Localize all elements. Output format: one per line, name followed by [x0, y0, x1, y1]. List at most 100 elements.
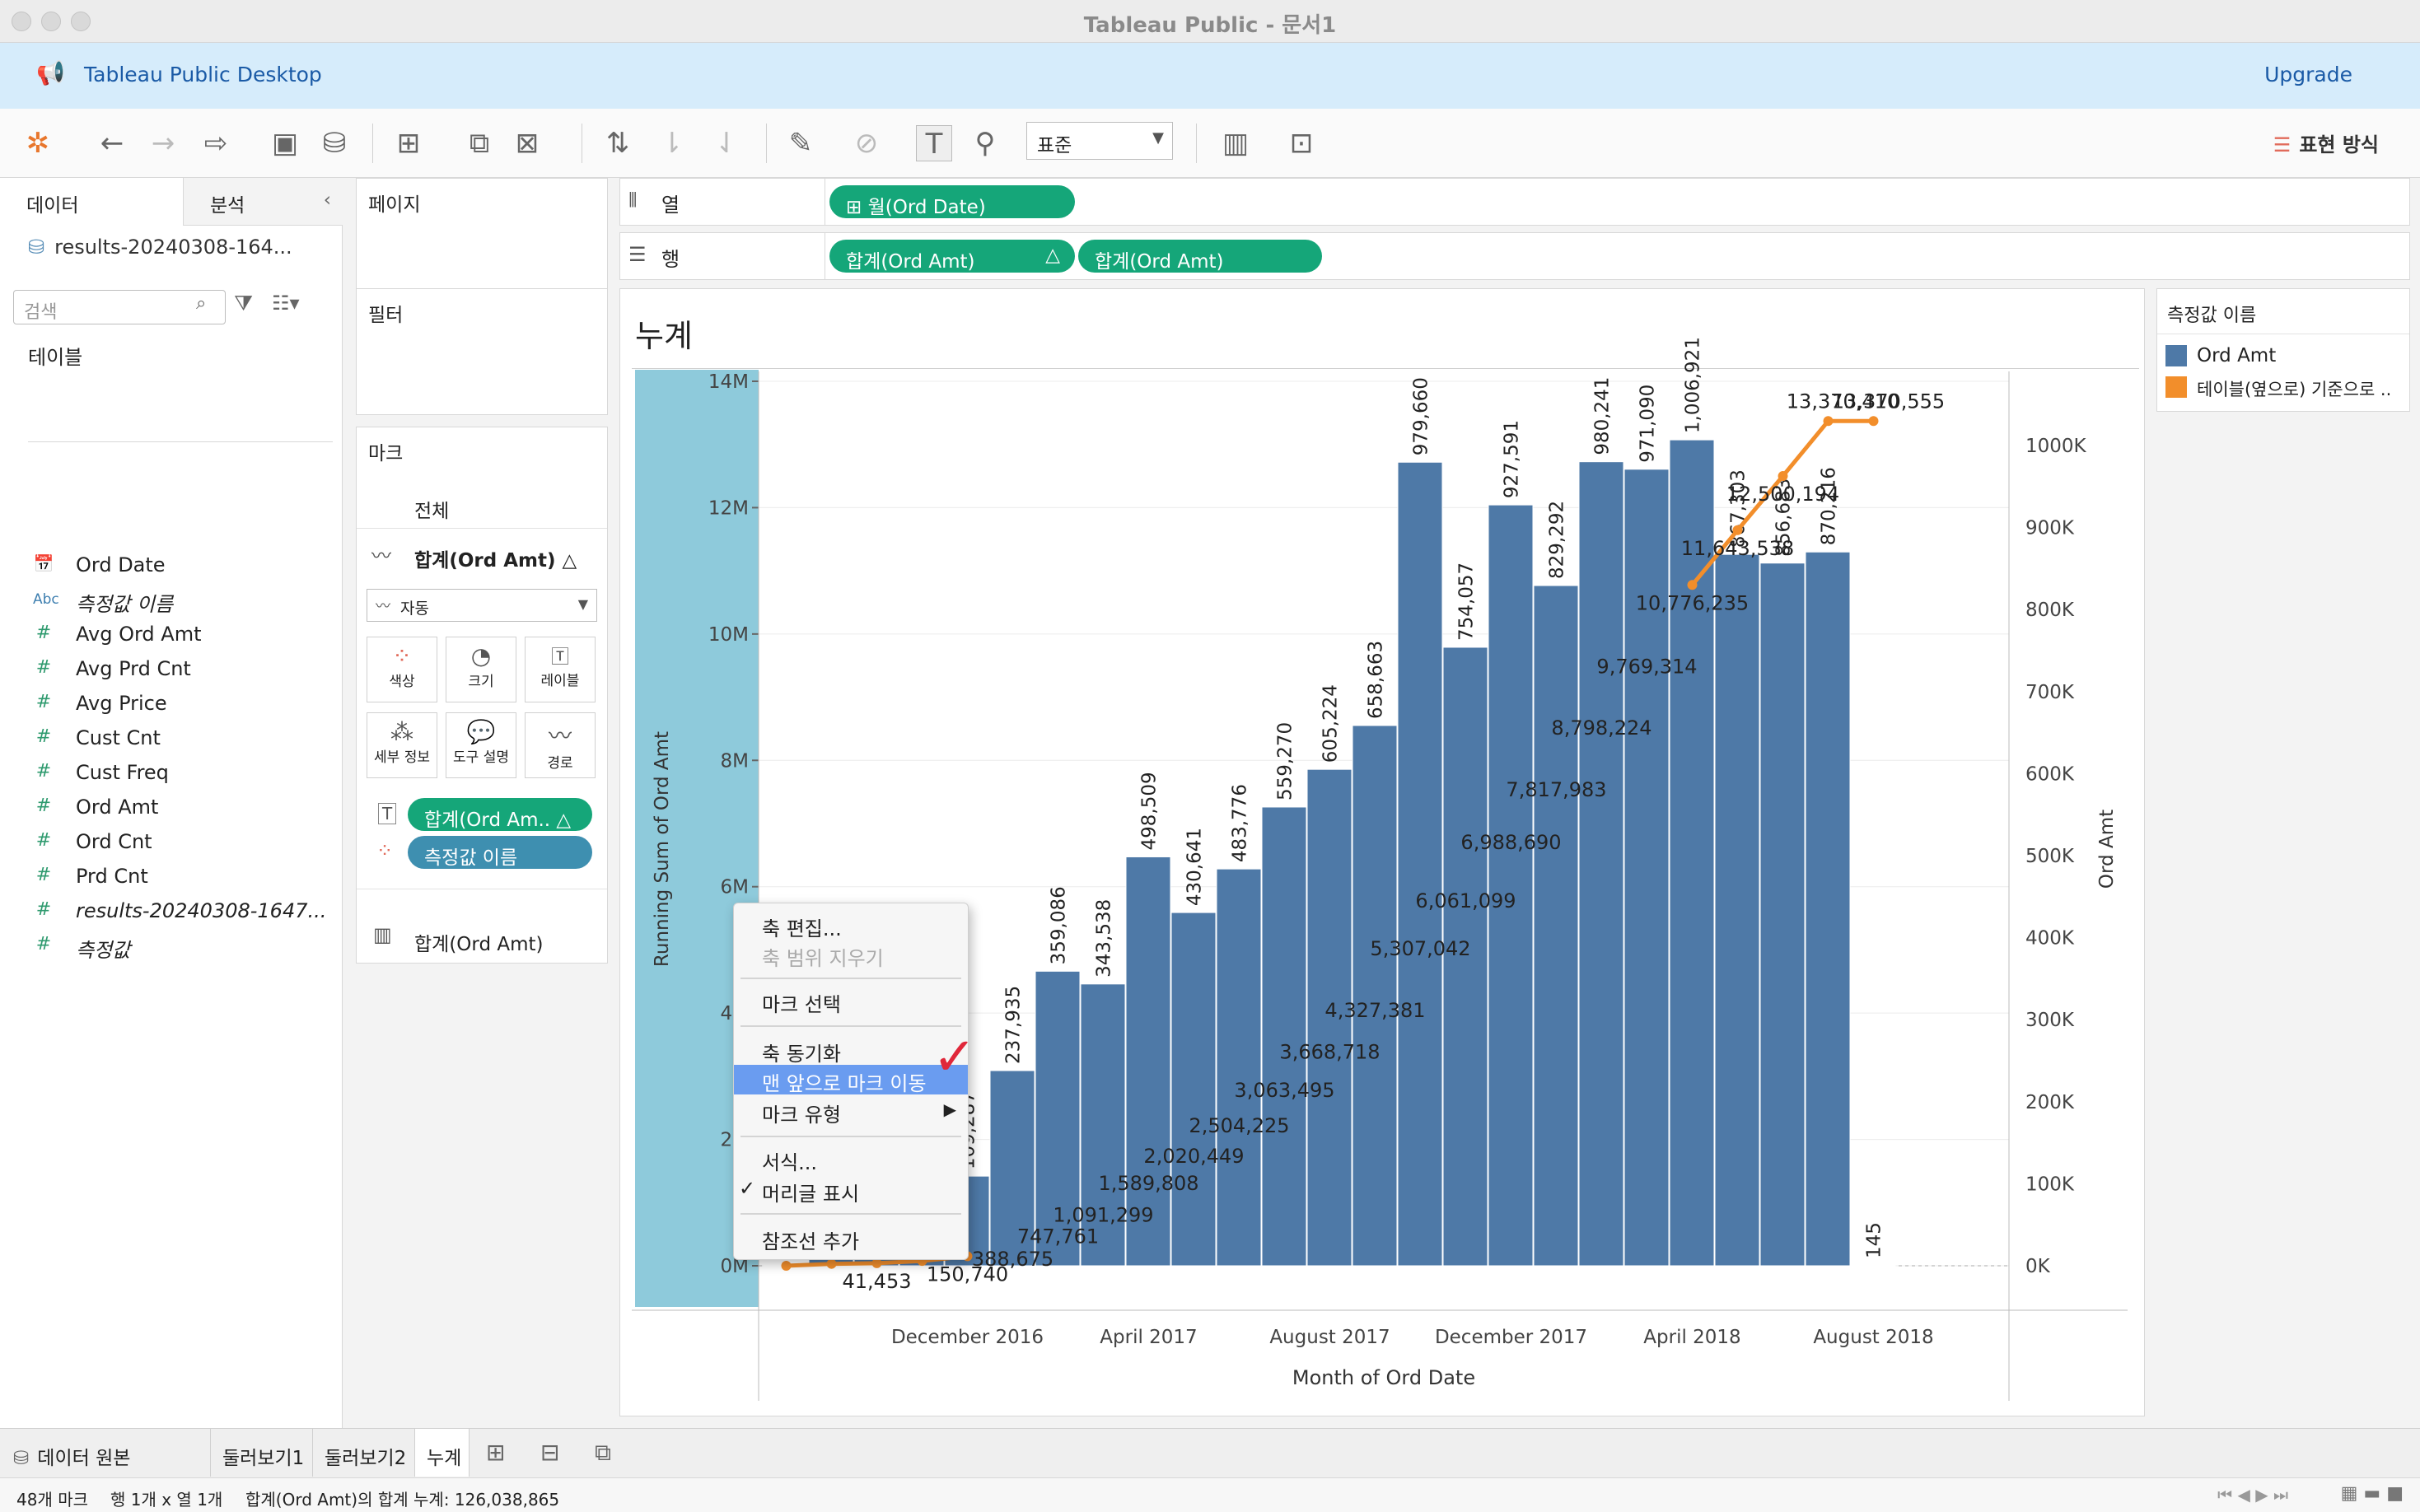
redo-icon[interactable]: ⇨ — [203, 127, 228, 160]
sheet-nav-icons[interactable]: ⏮ ◀ ▶ ⏭ — [2217, 1485, 2288, 1505]
marks-measure2[interactable]: 합계(Ord Amt) — [414, 934, 544, 955]
menu-item-mark-type[interactable]: 마크 유형 ▶ — [734, 1096, 968, 1127]
menu-item-add-reference-line[interactable]: 참조선 추가 — [762, 1230, 860, 1253]
upgrade-link[interactable]: Upgrade — [2264, 63, 2352, 86]
tab-sheet-1[interactable]: 둘러보기1 — [211, 1429, 313, 1477]
search-input[interactable]: 검색 — [13, 290, 226, 324]
view-list-icon[interactable]: ☷▾ — [272, 292, 300, 315]
color-icon: ⁘ — [392, 642, 412, 670]
status-bar: 48개 마크 행 1개 x 열 1개 합계(Ord Amt)의 합계 누계: 1… — [0, 1477, 2420, 1512]
red-check-annotation-icon: ✓ — [932, 1027, 977, 1088]
bar-data-label: 559,270 — [1275, 722, 1296, 800]
field-number[interactable]: # results-20240308-1647... — [0, 899, 343, 932]
label-button[interactable]: 🅃 레이블 — [525, 637, 596, 702]
menu-item-show-header[interactable]: ✓ 머리글 표시 — [734, 1175, 968, 1206]
columns-shelf[interactable]: ⦀ 열 ⊞ 월(Ord Date) — [619, 178, 2410, 226]
sort-ascending-icon[interactable]: ⇂ — [660, 127, 684, 160]
legend-item-ord-amt[interactable]: Ord Amt — [2157, 340, 2409, 371]
menu-item-edit-axis[interactable]: 축 편집... — [762, 917, 842, 940]
bar-data-label: 343,538 — [1094, 899, 1115, 978]
running-sum-data-label: 5,307,042 — [1370, 937, 1470, 960]
field-number[interactable]: # Prd Cnt — [0, 865, 343, 898]
menu-item-clear-axis-range[interactable]: 축 범위 지우기 — [762, 947, 884, 970]
columns-pill[interactable]: ⊞ 월(Ord Date) — [829, 185, 1075, 218]
minimize-window-button[interactable] — [41, 12, 61, 31]
menu-item-synchronize-axis[interactable]: 축 동기화 — [762, 1043, 841, 1066]
field-number[interactable]: # 측정값 — [0, 934, 343, 967]
menu-item-move-marks-to-front[interactable]: 맨 앞으로 마크 이동 — [734, 1065, 968, 1095]
tab-sheet-2[interactable]: 둘러보기2 — [313, 1429, 415, 1477]
tab-analysis[interactable]: 분석 ‹ — [183, 178, 343, 226]
field-number[interactable]: # Avg Price — [0, 692, 343, 725]
new-worksheet-icon[interactable]: ⊞ — [486, 1439, 506, 1466]
marks-measure1[interactable]: 합계(Ord Amt) △ — [414, 550, 577, 572]
field-number[interactable]: # Avg Ord Amt — [0, 623, 343, 656]
bar-mark — [1261, 806, 1307, 1267]
rows-pill-2[interactable]: 합계(Ord Amt) — [1078, 240, 1322, 273]
tooltip-button[interactable]: 💬 도구 설명 — [446, 712, 516, 778]
swap-rows-columns-icon[interactable]: ⇅ — [605, 127, 630, 160]
menu-item-format[interactable]: 서식... — [762, 1151, 818, 1174]
field-number[interactable]: # Ord Amt — [0, 796, 343, 828]
color-button[interactable]: ⁘ 색상 — [367, 637, 437, 702]
field-date[interactable]: 📅 Ord Date — [0, 553, 343, 586]
number-field-icon: # — [35, 865, 52, 885]
bar-mark — [1397, 461, 1443, 1267]
collapse-pane-icon[interactable]: ‹ — [323, 189, 331, 211]
close-window-button[interactable] — [12, 12, 31, 31]
rows-pill-1[interactable]: 합계(Ord Amt) △ — [829, 240, 1075, 273]
view-mode-icons[interactable]: ▦ ▬ ■ — [2340, 1483, 2404, 1504]
tableau-logo-icon[interactable]: ✲ — [26, 127, 50, 160]
color-pill[interactable]: 측정값 이름 — [408, 836, 592, 869]
filter-icon[interactable]: ⧩ — [234, 292, 254, 316]
tab-data-source[interactable]: ⛁ 데이터 원본 — [0, 1429, 211, 1477]
zoom-window-button[interactable] — [71, 12, 91, 31]
sheet-tab-bar: ⛁ 데이터 원본 둘러보기1 둘러보기2 누계 ⊞ ⊟ ⧉ — [0, 1428, 2420, 1477]
fix-axes-icon[interactable]: ⚲ — [974, 127, 996, 160]
tab-data[interactable]: 데이터 — [0, 178, 183, 226]
field-number[interactable]: # Avg Prd Cnt — [0, 657, 343, 690]
menu-item-select-marks[interactable]: 마크 선택 — [762, 993, 841, 1016]
x-axis-tick-label: August 2017 — [1269, 1327, 1390, 1348]
x-axis-tick-label: April 2018 — [1643, 1327, 1740, 1348]
filters-card[interactable]: 필터 — [356, 288, 608, 415]
duplicate-sheet-icon[interactable]: ⧉ — [469, 127, 490, 160]
tab-sheet-3-active[interactable]: 누계 — [415, 1429, 470, 1477]
show-me-button[interactable]: ☰ 표현 방식 — [2273, 128, 2379, 157]
field-string[interactable]: Abc 측정값 이름 — [0, 588, 343, 621]
show-cards-icon[interactable]: ▥ — [1222, 127, 1250, 160]
bar-data-label: 1,006,921 — [1683, 337, 1704, 433]
label-pill-icon: T — [378, 803, 397, 824]
x-axis-title: Month of Ord Date — [1292, 1366, 1475, 1389]
new-dashboard-icon[interactable]: ⊟ — [540, 1439, 560, 1466]
detail-button[interactable]: ⁂ 세부 정보 — [367, 712, 437, 778]
marks-all[interactable]: 전체 — [414, 501, 450, 522]
size-button[interactable]: ◔ 크기 — [446, 637, 516, 702]
highlight-icon[interactable]: ✎ — [788, 127, 813, 160]
size-label: 크기 — [468, 674, 494, 690]
bar-data-label: 870,216 — [1819, 467, 1840, 545]
field-number[interactable]: # Cust Freq — [0, 761, 343, 794]
field-number[interactable]: # Ord Cnt — [0, 830, 343, 863]
show-labels-icon[interactable]: T — [916, 125, 952, 161]
new-story-icon[interactable]: ⧉ — [595, 1439, 611, 1466]
group-members-icon[interactable]: ⊘ — [854, 127, 879, 160]
path-button[interactable]: 〰 경로 — [525, 712, 596, 778]
datasource-row[interactable]: ⛁ results-20240308-164... — [28, 236, 292, 259]
mark-type-select[interactable]: 〰 자동 ▼ — [367, 589, 597, 622]
presentation-mode-icon[interactable]: ⊡ — [1289, 127, 1314, 160]
field-number[interactable]: # Cust Cnt — [0, 726, 343, 759]
clear-sheet-icon[interactable]: ⊠ — [515, 127, 540, 160]
legend-label: Ord Amt — [2197, 345, 2277, 366]
legend-item-running-sum[interactable]: 테이블(옆으로) 기준으로 .. — [2157, 373, 2409, 404]
back-arrow-icon[interactable]: ← — [100, 127, 124, 160]
save-icon[interactable]: ▣ — [271, 127, 299, 160]
fit-select[interactable]: 표준 ▼ — [1026, 122, 1173, 160]
bar-mark — [1216, 868, 1262, 1267]
new-worksheet-icon[interactable]: ⊞ — [396, 127, 421, 160]
label-pill[interactable]: 합계(Ord Am.. △ — [408, 798, 592, 831]
sort-descending-icon[interactable]: ⇃ — [714, 127, 739, 160]
new-datasource-icon[interactable]: ⛁ — [322, 127, 347, 160]
rows-shelf[interactable]: ☰ 행 합계(Ord Amt) △ 합계(Ord Amt) — [619, 232, 2410, 280]
forward-arrow-icon[interactable]: → — [151, 127, 175, 160]
